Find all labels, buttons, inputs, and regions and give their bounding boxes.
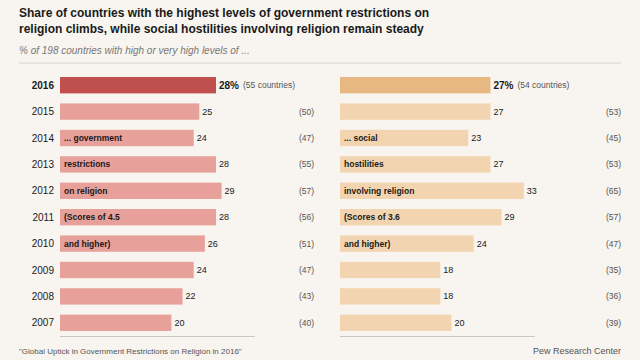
value-label: 24 bbox=[477, 239, 487, 249]
value-label: 28 bbox=[219, 212, 229, 222]
value-label: 20 bbox=[174, 318, 184, 328]
bar bbox=[60, 103, 199, 119]
bar bbox=[60, 262, 194, 278]
bar bbox=[60, 130, 194, 146]
bar bbox=[340, 103, 490, 119]
value-label: 24 bbox=[197, 265, 207, 275]
bars bbox=[340, 77, 524, 331]
credit: Pew Research Center bbox=[533, 346, 621, 356]
count-label: (47) bbox=[606, 239, 621, 249]
value-label: 25 bbox=[202, 107, 212, 117]
bar bbox=[340, 288, 440, 304]
category-label: 2008 bbox=[32, 291, 55, 302]
value-label: 33 bbox=[527, 186, 537, 196]
bar bbox=[60, 77, 216, 93]
bar bbox=[60, 209, 216, 225]
panel: 28% (55 countries) 2016 25 (50) 2015 24 (47) 201… bbox=[32, 77, 314, 336]
count-label: (40) bbox=[299, 318, 314, 328]
axis-line bbox=[340, 336, 535, 337]
bar bbox=[340, 130, 468, 146]
annotation: on religion bbox=[64, 186, 107, 196]
annotation: ... social bbox=[344, 133, 378, 143]
value-label: 29 bbox=[225, 186, 235, 196]
value-label: 18 bbox=[443, 291, 453, 301]
count-label: (36) bbox=[606, 291, 621, 301]
category-label: 2016 bbox=[32, 80, 55, 91]
category-label: 2009 bbox=[32, 265, 55, 276]
value-label: 22 bbox=[186, 291, 196, 301]
value-label: 28% bbox=[219, 80, 239, 91]
count-label: (43) bbox=[299, 291, 314, 301]
title: Share of countries with the highest leve… bbox=[19, 6, 429, 20]
annotation: (Scores of 4.5 bbox=[64, 212, 120, 222]
value-label: 18 bbox=[443, 265, 453, 275]
value-label: 24 bbox=[197, 133, 207, 143]
value-label: 28 bbox=[219, 159, 229, 169]
count-label: (39) bbox=[606, 318, 621, 328]
category-label: 2012 bbox=[32, 185, 55, 196]
value-label: 26 bbox=[208, 239, 218, 249]
annotation: ... government bbox=[64, 133, 122, 143]
category-label: 2014 bbox=[32, 133, 55, 144]
value-label: 23 bbox=[471, 133, 481, 143]
count-label: (57) bbox=[606, 212, 621, 222]
count-label: (35) bbox=[606, 265, 621, 275]
count-label: (55 countries) bbox=[243, 80, 295, 90]
category-label: 2011 bbox=[32, 212, 54, 223]
value-label: 27 bbox=[493, 107, 503, 117]
bar bbox=[340, 183, 524, 199]
count-label: (50) bbox=[299, 107, 314, 117]
value-label: 27 bbox=[493, 159, 503, 169]
annotation: hostilities bbox=[344, 159, 384, 169]
bar bbox=[340, 77, 490, 93]
count-label: (55) bbox=[299, 159, 314, 169]
count-label: (65) bbox=[606, 186, 621, 196]
count-label: (45) bbox=[606, 133, 621, 143]
background bbox=[0, 0, 640, 360]
bar bbox=[60, 183, 222, 199]
category-label: 2010 bbox=[32, 238, 55, 249]
count-label: (53) bbox=[606, 107, 621, 117]
count-label: (57) bbox=[299, 186, 314, 196]
annotation: restrictions bbox=[64, 159, 111, 169]
count-label: (53) bbox=[606, 159, 621, 169]
count-label: (47) bbox=[299, 133, 314, 143]
bar bbox=[340, 209, 502, 225]
count-label: (51) bbox=[299, 239, 314, 249]
annotation: (Scores of 3.6 bbox=[344, 212, 400, 222]
value-label: 27% bbox=[493, 80, 513, 91]
panel: 27% (54 countries) 27 (53) 23 (45) 27 (53) 33 (65… bbox=[340, 77, 621, 336]
bar bbox=[60, 235, 205, 251]
value-label: 29 bbox=[505, 212, 515, 222]
bar bbox=[340, 315, 451, 331]
count-label: (56) bbox=[299, 212, 314, 222]
bar bbox=[60, 156, 216, 172]
annotation: and higher) bbox=[344, 239, 390, 249]
rule bbox=[19, 63, 621, 64]
bar bbox=[340, 262, 440, 278]
bar bbox=[340, 235, 474, 251]
chart: Share of countries with the highest leve… bbox=[0, 0, 640, 360]
category-label: 2007 bbox=[32, 317, 55, 328]
axis-line bbox=[60, 336, 255, 337]
category-label: 2013 bbox=[32, 159, 55, 170]
bars bbox=[60, 77, 222, 331]
annotation: involving religion bbox=[344, 186, 414, 196]
annotation: and higher) bbox=[64, 239, 110, 249]
value-label: 20 bbox=[454, 318, 464, 328]
count-label: (47) bbox=[299, 265, 314, 275]
title: religion climbs, while social hostilitie… bbox=[19, 22, 424, 36]
subtitle: % of 198 countries with high or very hig… bbox=[19, 45, 250, 56]
bar bbox=[60, 288, 183, 304]
bar bbox=[60, 315, 171, 331]
category-label: 2015 bbox=[32, 106, 55, 117]
bar bbox=[340, 156, 490, 172]
count-label: (54 countries) bbox=[517, 80, 569, 90]
source: "Global Uptick in Government Restriction… bbox=[19, 347, 242, 356]
